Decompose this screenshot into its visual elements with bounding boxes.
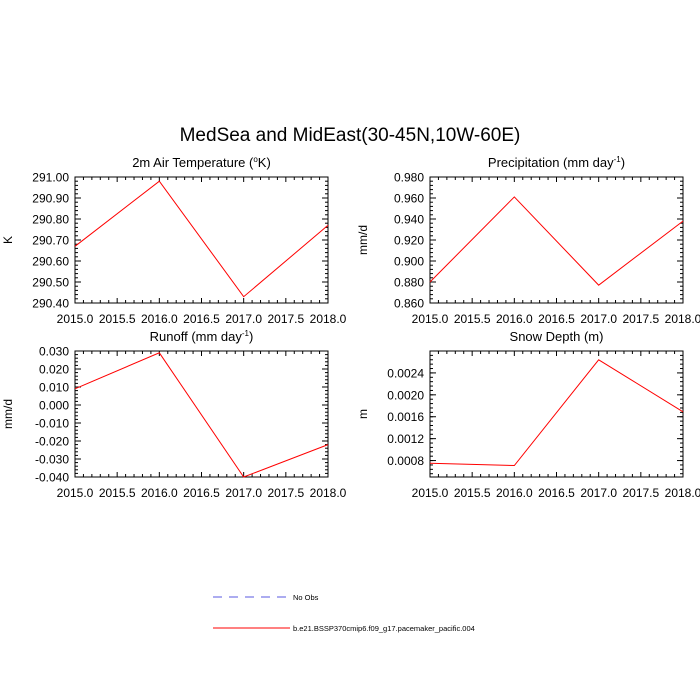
- y-tick-label: 290.50: [32, 276, 69, 290]
- x-tick-label: 2016.0: [141, 312, 178, 326]
- series-line: [74, 180, 329, 298]
- series-line: [429, 196, 684, 286]
- x-tick-label: 2018.0: [310, 486, 347, 500]
- y-tick-label: 0.940: [394, 213, 424, 227]
- x-tick-label: 2016.5: [183, 486, 220, 500]
- legend-label: b.e21.BSSP370cmip6.f09_g17.pacemaker_pac…: [293, 624, 475, 633]
- y-tick-label: 0.0012: [387, 432, 424, 446]
- x-tick-label: 2017.0: [580, 312, 617, 326]
- y-tick-label: 0.0008: [387, 454, 424, 468]
- panel-title-main: Snow Depth (m): [510, 329, 604, 344]
- y-axis-label: mm/d: [1, 399, 15, 429]
- y-axis-label: K: [1, 236, 15, 244]
- x-tick-label: 2017.0: [580, 486, 617, 500]
- panel-title-tail: ): [249, 329, 253, 344]
- plot-frame: [429, 176, 684, 304]
- legend: No Obs b.e21.BSSP370cmip6.f09_g17.pacemak…: [213, 593, 475, 633]
- y-tick-label: 0.920: [394, 234, 424, 248]
- panel-title-superscript: o: [253, 155, 258, 164]
- y-tick-label: 0.010: [39, 381, 69, 395]
- x-tick-label: 2017.5: [622, 312, 659, 326]
- y-axis-label: mm/d: [356, 225, 370, 255]
- y-axis-label: m: [356, 409, 370, 419]
- x-tick-label: 2016.0: [496, 312, 533, 326]
- panel-title-tail: ): [621, 155, 625, 170]
- x-tick-label: 2016.5: [538, 312, 575, 326]
- x-tick-label: 2018.0: [310, 312, 347, 326]
- panel-title-main: Precipitation (mm day: [488, 155, 614, 170]
- y-tick-label: 290.60: [32, 255, 69, 269]
- panel-4: 2015.0 2015.5 2016.0 2016.5 2017.0 2017.5 2018…: [356, 329, 700, 500]
- y-tick-label: 290.70: [32, 234, 69, 248]
- y-tick-label: -0.040: [35, 471, 69, 485]
- y-tick-label: 0.980: [394, 171, 424, 185]
- plot-frame: [429, 350, 684, 478]
- x-tick-label: 2018.0: [665, 312, 700, 326]
- plot-frame: [74, 350, 329, 478]
- x-tick-label: 2016.0: [141, 486, 178, 500]
- y-tick-label: 0.000: [39, 399, 69, 413]
- panel-3: 2015.0 2015.5 2016.0 2016.5 2017.0 2017.5 2018…: [1, 329, 347, 500]
- x-tick-label: 2015.5: [454, 486, 491, 500]
- y-tick-label: 290.90: [32, 192, 69, 206]
- panel-title-main: 2m Air Temperature (: [132, 155, 254, 170]
- legend-label: No Obs: [293, 593, 319, 602]
- panels: 2015.0 2015.5 2016.0 2016.5 2017.0 2017.5 2018…: [1, 155, 700, 500]
- x-tick-label: 2016.0: [496, 486, 533, 500]
- x-tick-label: 2015.0: [412, 312, 449, 326]
- x-tick-label: 2015.0: [412, 486, 449, 500]
- legend-item: b.e21.BSSP370cmip6.f09_g17.pacemaker_pac…: [213, 624, 475, 633]
- series-line: [74, 352, 329, 478]
- panel-title: Runoff (mm day-1): [150, 329, 254, 344]
- y-tick-label: 0.900: [394, 255, 424, 269]
- y-tick-label: 291.00: [32, 171, 69, 185]
- y-tick-label: -0.030: [35, 453, 69, 467]
- x-tick-label: 2015.0: [57, 312, 94, 326]
- panel-title-main: Runoff (mm day: [150, 329, 243, 344]
- y-tick-label: -0.010: [35, 417, 69, 431]
- y-tick-label: 290.40: [32, 297, 69, 311]
- legend-item: No Obs: [213, 593, 319, 602]
- x-tick-label: 2017.0: [225, 312, 262, 326]
- x-tick-label: 2017.5: [267, 312, 304, 326]
- x-tick-label: 2018.0: [665, 486, 700, 500]
- y-tick-label: 0.0020: [387, 388, 424, 402]
- panel-title: Precipitation (mm day-1): [488, 155, 625, 170]
- x-tick-label: 2017.5: [267, 486, 304, 500]
- x-tick-label: 2015.5: [99, 312, 136, 326]
- x-tick-label: 2017.0: [225, 486, 262, 500]
- series-line: [429, 359, 684, 467]
- y-tick-label: 0.030: [39, 345, 69, 359]
- x-tick-label: 2017.5: [622, 486, 659, 500]
- x-tick-label: 2016.5: [538, 486, 575, 500]
- panel-title-superscript: -1: [242, 329, 250, 338]
- figure-title: MedSea and MidEast(30-45N,10W-60E): [180, 125, 521, 146]
- panel-title: Snow Depth (m): [510, 329, 604, 344]
- panel-1: 2015.0 2015.5 2016.0 2016.5 2017.0 2017.5 2018…: [1, 155, 347, 326]
- y-tick-label: 0.960: [394, 192, 424, 206]
- x-tick-label: 2015.0: [57, 486, 94, 500]
- y-tick-label: -0.020: [35, 435, 69, 449]
- panel-title-superscript: -1: [614, 155, 622, 164]
- y-tick-label: 0.020: [39, 363, 69, 377]
- panel-title-tail: K): [258, 155, 271, 170]
- y-tick-label: 0.880: [394, 276, 424, 290]
- x-tick-label: 2015.5: [454, 312, 491, 326]
- x-tick-label: 2015.5: [99, 486, 136, 500]
- y-tick-label: 0.0016: [387, 410, 424, 424]
- plot-frame: [74, 176, 329, 304]
- y-tick-label: 0.0024: [387, 366, 424, 380]
- x-tick-label: 2016.5: [183, 312, 220, 326]
- y-tick-label: 290.80: [32, 213, 69, 227]
- panel-title: 2m Air Temperature (oK): [132, 155, 271, 170]
- y-tick-label: 0.860: [394, 297, 424, 311]
- panel-2: 2015.0 2015.5 2016.0 2016.5 2017.0 2017.5 2018…: [356, 155, 700, 326]
